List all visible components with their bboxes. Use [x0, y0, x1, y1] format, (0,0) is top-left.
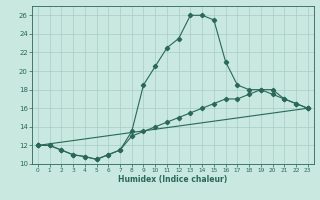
X-axis label: Humidex (Indice chaleur): Humidex (Indice chaleur): [118, 175, 228, 184]
